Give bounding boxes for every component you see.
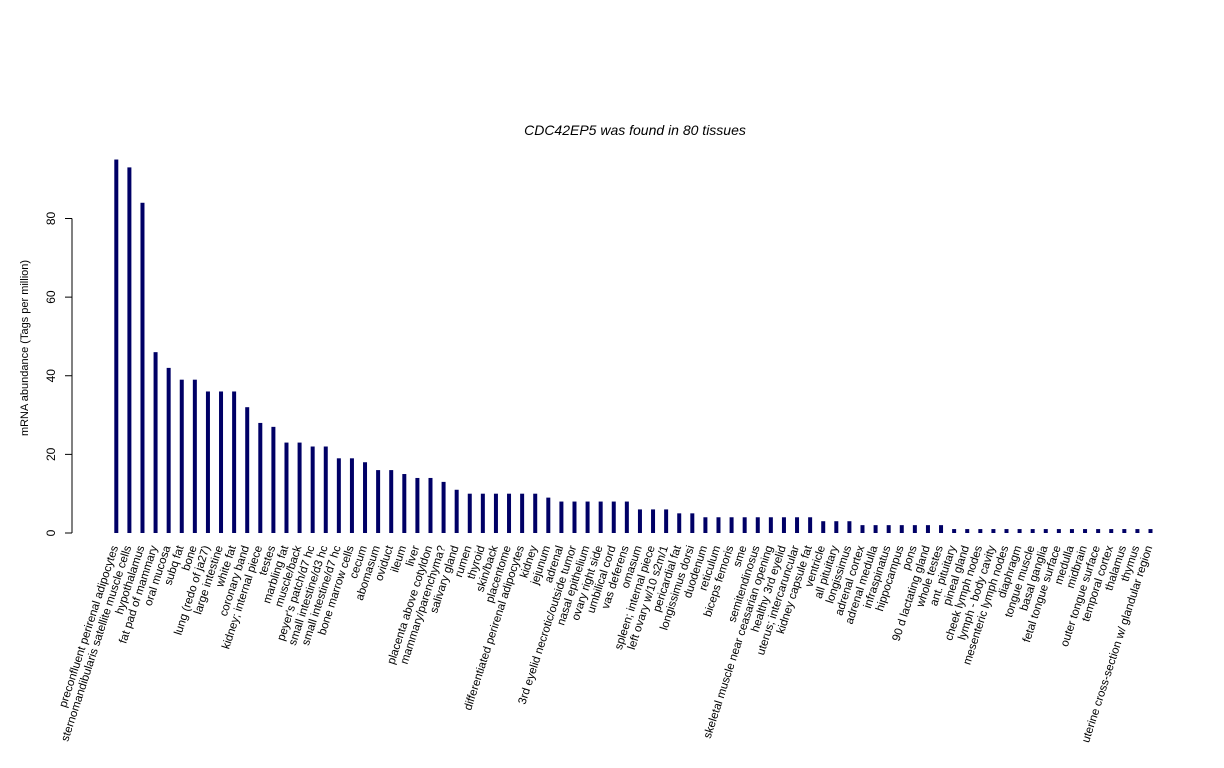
bar [323,446,328,533]
bar [1135,529,1140,533]
bar [860,525,865,533]
bar [939,525,944,533]
bar [795,517,800,533]
bar [677,513,682,533]
y-tick-label: 0 [44,529,58,536]
bar [271,426,276,533]
bar [179,379,184,533]
bar [716,517,721,533]
bar [572,501,577,533]
bar [847,521,852,533]
bar [559,501,564,533]
bar [284,442,289,533]
bar [1083,529,1088,533]
bar [808,517,813,533]
bar [611,501,616,533]
bar [1096,529,1101,533]
bar [651,509,656,533]
bar [297,442,302,533]
bar [336,458,341,533]
bar [624,501,629,533]
bar [428,477,433,533]
bar [349,458,354,533]
bar [467,493,472,533]
bar [873,525,878,533]
bar [454,489,459,533]
bar [441,481,446,533]
bar [1030,529,1035,533]
bar [166,367,171,533]
y-axis-label: mRNA abundance (Tags per million) [19,260,31,436]
bar [389,470,394,533]
bar [598,501,603,533]
bar [1069,529,1074,533]
bar [245,407,250,533]
bar [742,517,747,533]
bar [781,517,786,533]
bar [886,525,891,533]
bar [310,446,315,533]
bar [493,493,498,533]
bar [952,529,957,533]
y-tick-label: 40 [44,369,58,383]
bar [507,493,512,533]
bar [637,509,642,533]
bar [415,477,420,533]
bar [729,517,734,533]
bar [520,493,525,533]
bar [402,474,407,533]
bar [192,379,197,533]
bar [1148,529,1153,533]
y-tick-label: 80 [44,212,58,226]
bar [546,497,551,533]
bar [664,509,669,533]
y-tick-label: 20 [44,447,58,461]
bar [690,513,695,533]
bar [912,525,917,533]
bar [991,529,996,533]
bar [1004,529,1009,533]
bar [755,517,760,533]
bar [834,521,839,533]
bar [1056,529,1061,533]
bar [821,521,826,533]
bar [480,493,485,533]
bars-group [114,159,1153,533]
chart-title: CDC42EP5 was found in 80 tissues [524,122,746,138]
y-axis: 0 20 40 60 80 [44,212,73,536]
bar [219,391,224,533]
bar [965,529,970,533]
bar [533,493,538,533]
bar [1122,529,1127,533]
bar [127,167,132,533]
bar [153,352,158,533]
bar [140,202,145,533]
bar [258,422,263,533]
bar [703,517,708,533]
x-tick-labels: preconfluent perirenal adipocytessternom… [57,543,1155,744]
bar [232,391,237,533]
bar [1043,529,1048,533]
bar [205,391,210,533]
y-tick-label: 60 [44,290,58,304]
bar [978,529,983,533]
bar [925,525,930,533]
bar [1109,529,1114,533]
bar [768,517,773,533]
bar [1017,529,1022,533]
bar [114,159,119,533]
bar [363,462,368,533]
bar [585,501,590,533]
bar [899,525,904,533]
bar [376,470,381,533]
